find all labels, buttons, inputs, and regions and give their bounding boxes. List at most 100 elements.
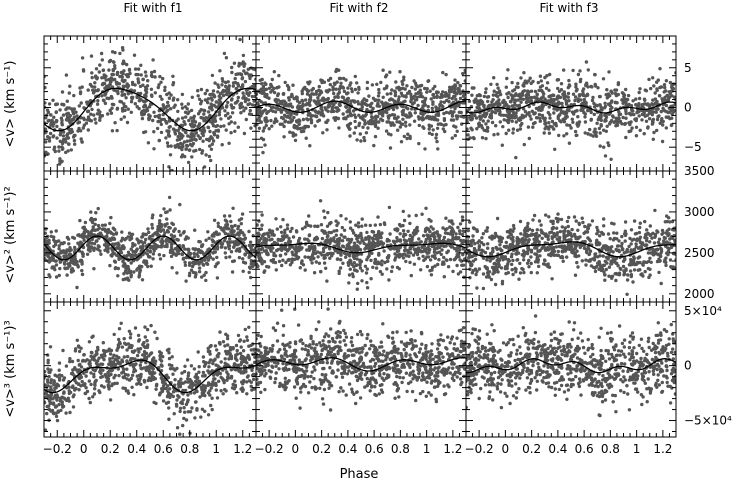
data-point bbox=[457, 236, 461, 240]
data-point bbox=[345, 97, 349, 101]
panel-r2-c1 bbox=[43, 170, 257, 303]
data-point bbox=[371, 240, 375, 244]
data-point bbox=[458, 248, 462, 252]
data-point bbox=[263, 108, 267, 112]
data-point bbox=[585, 92, 590, 97]
data-point bbox=[441, 226, 445, 230]
data-point bbox=[317, 261, 322, 265]
data-point bbox=[188, 139, 192, 143]
data-point bbox=[111, 232, 116, 236]
data-point bbox=[418, 84, 422, 88]
data-point bbox=[381, 68, 385, 72]
data-point bbox=[610, 106, 614, 110]
data-point bbox=[189, 108, 194, 113]
data-point bbox=[226, 100, 230, 105]
data-point bbox=[289, 94, 293, 99]
data-point bbox=[204, 278, 208, 283]
data-point bbox=[586, 68, 590, 72]
data-point bbox=[463, 249, 466, 254]
data-point bbox=[397, 222, 402, 227]
data-point bbox=[327, 222, 332, 226]
data-point bbox=[567, 83, 571, 87]
data-point bbox=[119, 70, 124, 75]
data-point bbox=[180, 116, 185, 120]
data-point bbox=[44, 227, 48, 231]
data-point bbox=[458, 270, 463, 274]
data-point bbox=[66, 149, 70, 153]
data-point bbox=[85, 102, 90, 106]
data-point bbox=[429, 124, 434, 128]
data-point bbox=[72, 133, 77, 138]
data-point bbox=[180, 147, 184, 152]
data-point bbox=[409, 273, 413, 278]
data-point bbox=[642, 132, 646, 136]
data-point bbox=[161, 239, 165, 243]
data-point bbox=[186, 247, 191, 251]
data-point bbox=[511, 89, 515, 93]
data-point bbox=[461, 94, 466, 98]
data-point bbox=[495, 82, 499, 87]
data-point bbox=[322, 209, 326, 213]
data-point bbox=[143, 240, 147, 245]
data-point bbox=[368, 223, 372, 228]
data-point bbox=[292, 125, 296, 129]
data-point bbox=[429, 97, 433, 101]
data-point bbox=[144, 74, 148, 78]
data-point bbox=[358, 266, 363, 270]
data-point bbox=[425, 251, 429, 255]
data-point bbox=[166, 100, 170, 105]
data-point bbox=[466, 117, 469, 122]
data-point bbox=[193, 120, 198, 124]
data-point bbox=[389, 269, 394, 274]
data-point bbox=[149, 264, 153, 268]
data-point bbox=[280, 248, 284, 252]
data-point bbox=[107, 59, 112, 64]
data-point bbox=[222, 124, 226, 128]
data-point bbox=[86, 109, 91, 113]
data-point bbox=[204, 98, 209, 103]
data-point bbox=[283, 247, 287, 251]
data-point bbox=[364, 271, 369, 275]
data-point bbox=[451, 236, 455, 240]
data-point bbox=[288, 130, 292, 134]
data-point bbox=[541, 95, 545, 99]
data-point bbox=[52, 115, 56, 120]
data-point bbox=[308, 95, 313, 99]
data-point bbox=[669, 89, 673, 94]
data-point bbox=[391, 98, 395, 102]
data-point bbox=[371, 96, 376, 101]
data-point bbox=[371, 106, 375, 111]
data-point bbox=[167, 239, 171, 243]
data-point bbox=[365, 80, 370, 85]
data-point bbox=[455, 92, 459, 96]
data-point bbox=[173, 103, 177, 107]
data-point bbox=[354, 223, 358, 227]
data-point bbox=[343, 116, 347, 120]
data-point bbox=[186, 160, 191, 165]
data-point bbox=[560, 101, 564, 106]
data-point bbox=[510, 119, 514, 123]
data-point bbox=[274, 217, 278, 221]
data-point bbox=[269, 83, 273, 87]
data-point bbox=[51, 98, 55, 103]
data-point bbox=[444, 91, 448, 95]
data-point bbox=[366, 255, 370, 259]
data-point bbox=[151, 58, 155, 62]
data-point bbox=[285, 83, 290, 88]
data-point bbox=[402, 134, 406, 139]
data-point bbox=[605, 124, 609, 128]
data-point bbox=[353, 87, 358, 92]
data-point bbox=[506, 68, 510, 72]
data-point bbox=[475, 127, 479, 131]
data-point bbox=[309, 118, 314, 123]
data-point bbox=[457, 89, 461, 93]
data-point bbox=[191, 270, 196, 275]
data-point bbox=[414, 213, 418, 218]
data-point bbox=[417, 141, 421, 146]
data-point bbox=[173, 132, 178, 136]
data-point bbox=[237, 255, 242, 260]
data-point bbox=[435, 139, 439, 144]
data-point bbox=[236, 224, 241, 229]
data-point bbox=[547, 131, 552, 135]
data-point bbox=[106, 249, 110, 253]
